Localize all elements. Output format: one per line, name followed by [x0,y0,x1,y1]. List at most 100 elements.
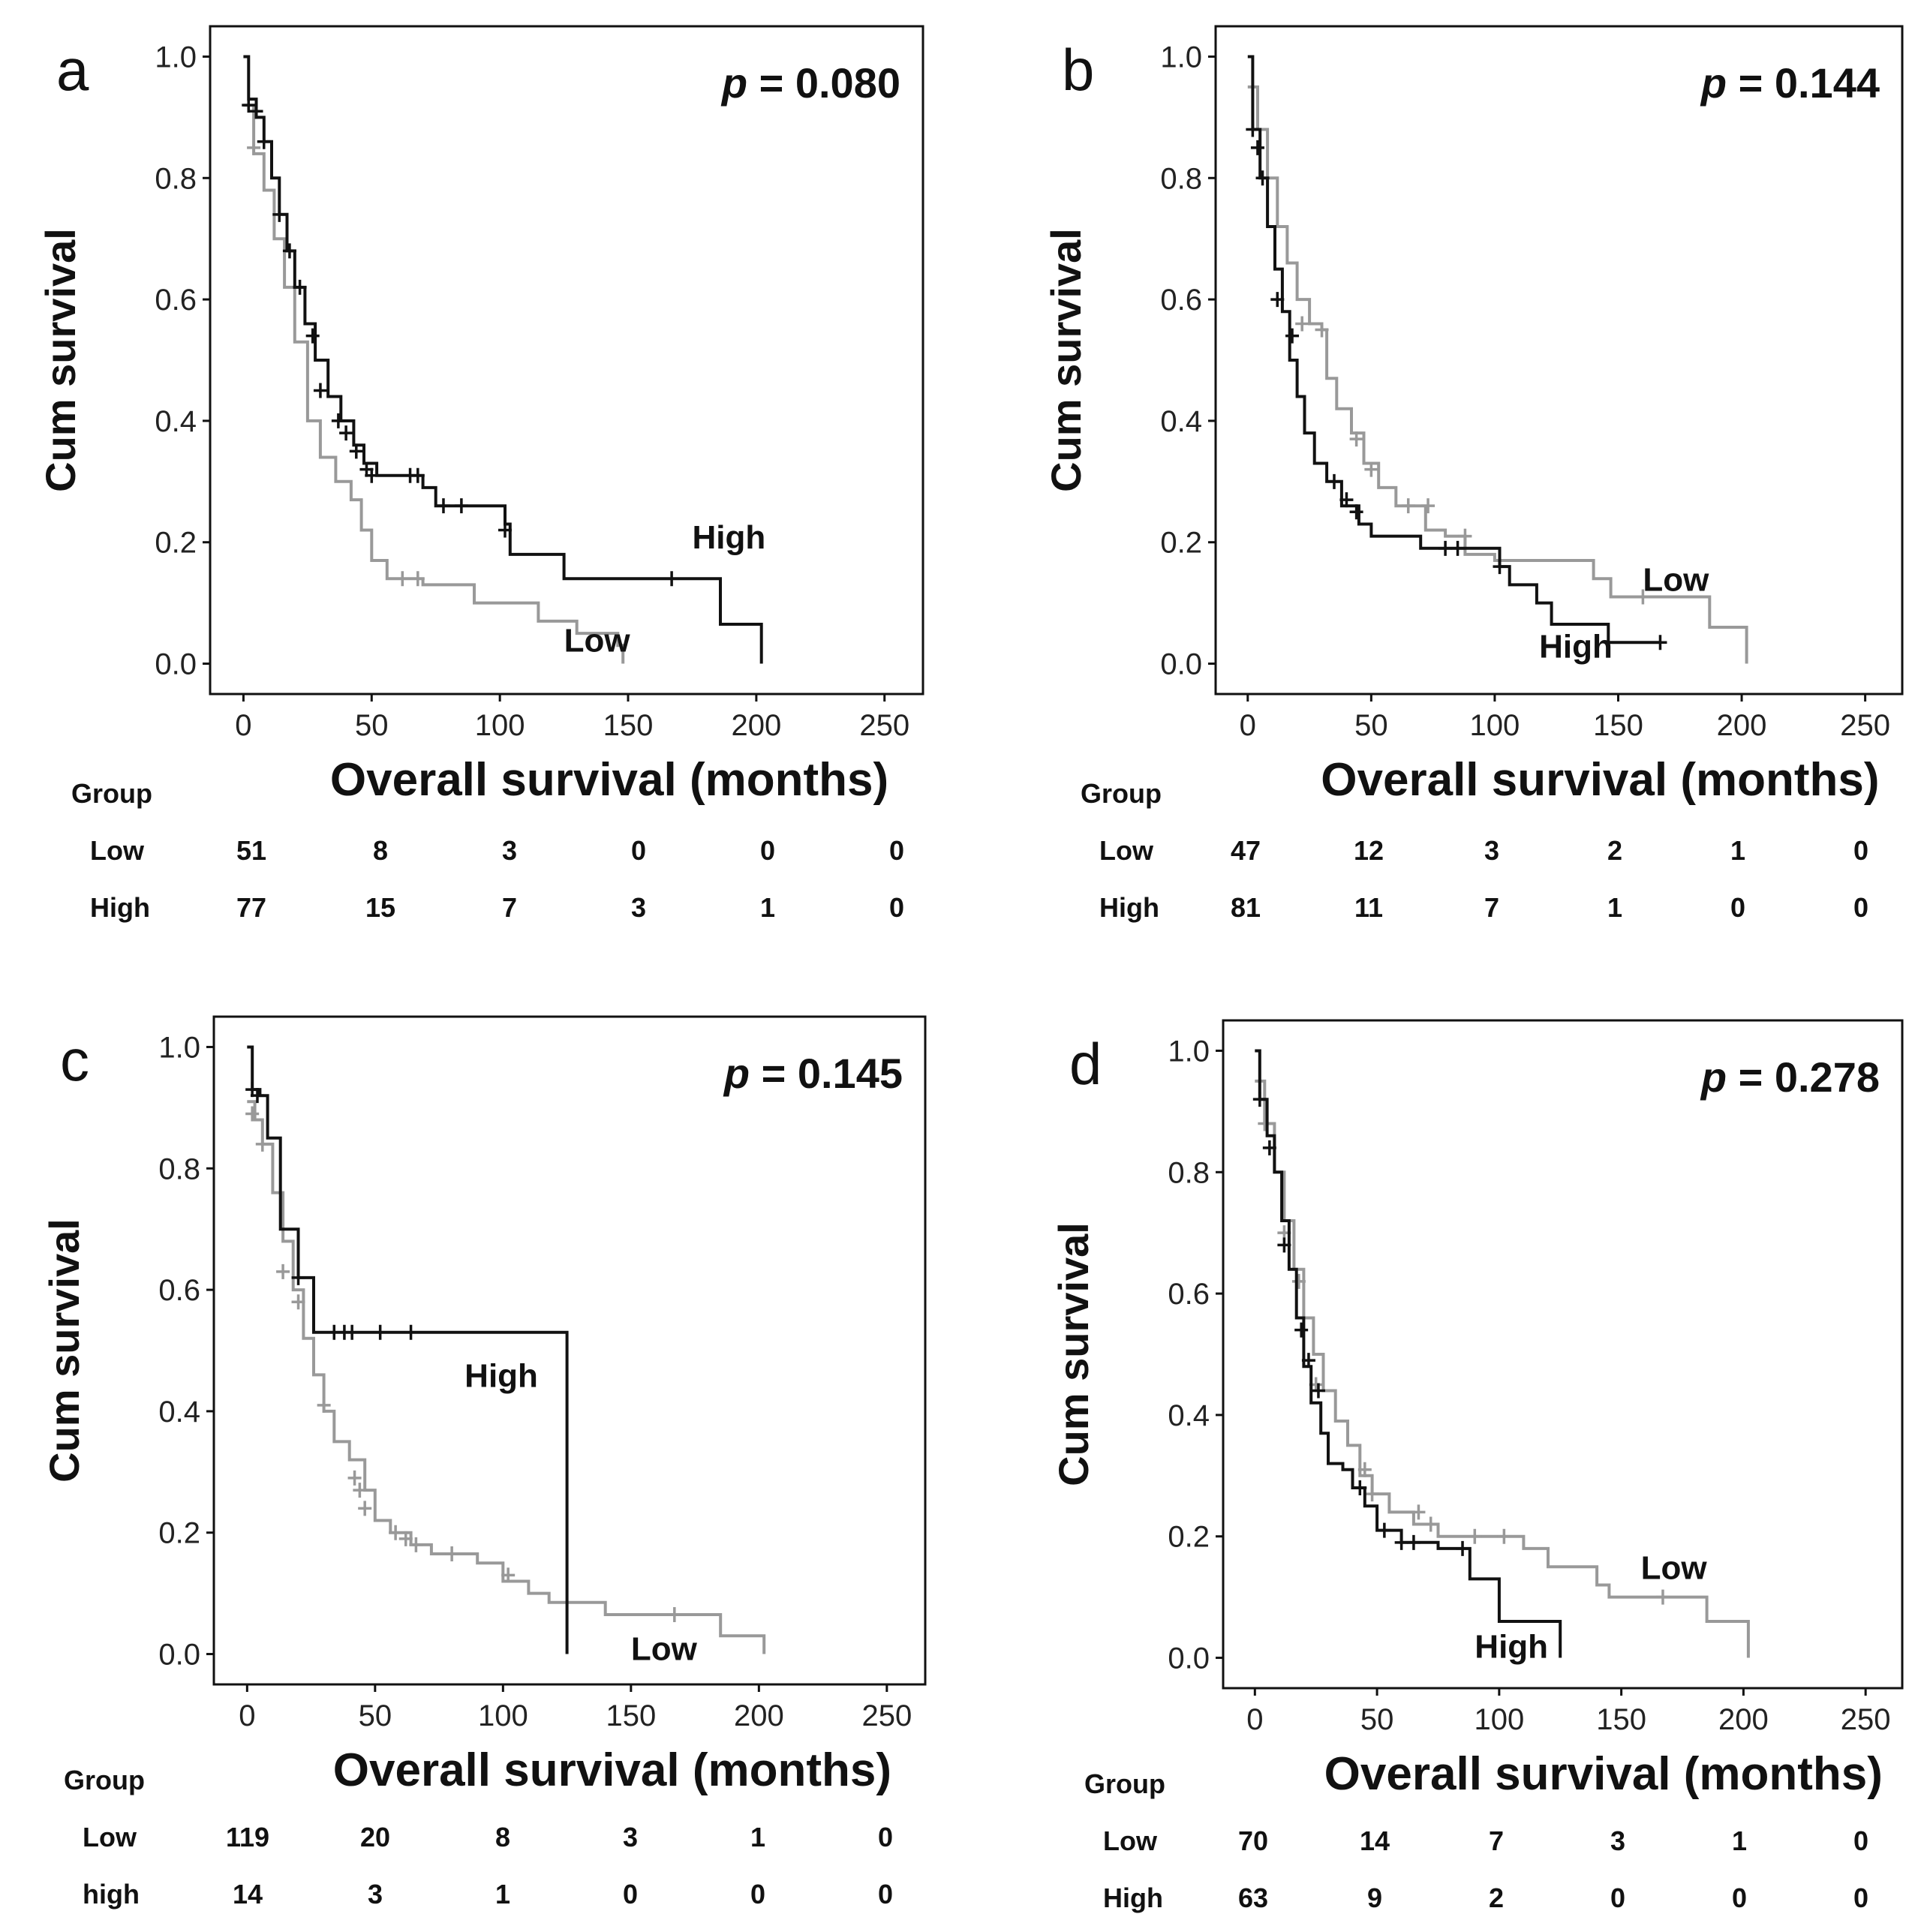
censor-mark-low [1421,498,1435,514]
km-curve-low [1247,85,1748,664]
censor-mark-high [1377,1522,1391,1538]
risk-count: 0 [631,835,646,866]
plot-frame [209,25,924,696]
risk-count: 1 [1607,892,1622,923]
x-tick-label: 100 [1470,709,1520,742]
censor-mark-high [1246,122,1260,137]
panel-a: a0.00.20.40.60.81.00 50 100 150 200 250Overal… [37,25,924,923]
y-tick-label: 0.2 [1168,1521,1210,1554]
censor-mark-high [1394,1534,1408,1550]
censor-mark-high [345,1324,359,1340]
risk-count: 2 [1489,1882,1504,1913]
y-tick-label: 0.4 [1168,1399,1210,1432]
censor-mark-low [409,1537,423,1552]
risk-count: 0 [750,1879,765,1909]
risk-count: 1 [760,892,775,923]
censor-mark-high [1252,1092,1267,1107]
risk-row-label: High [1099,892,1159,923]
x-tick-label: 200 [732,709,782,742]
risk-count: 0 [760,835,775,866]
y-tick-label: 0.8 [158,1152,200,1185]
p-value: p = 0.144 [1700,59,1880,107]
risk-count: 7 [1489,1825,1504,1856]
y-axis-title: Cum survival [37,228,84,492]
y-tick-label: 0.4 [155,405,197,438]
y-tick-label: 0.4 [1160,405,1202,438]
risk-count: 3 [1484,835,1499,866]
censor-mark-high [436,498,450,514]
curve-label-high: High [1539,628,1613,665]
censor-mark-low [410,571,425,587]
censor-mark-low [291,1294,305,1310]
y-tick-label: 0.0 [1168,1642,1210,1675]
censor-mark-low [389,1525,403,1540]
x-tick-label: 100 [478,1699,528,1732]
y-tick-label: 0.6 [1168,1278,1210,1311]
risk-table-header: Group [1084,1768,1165,1799]
censor-mark-low [317,1397,331,1413]
censor-mark-high [1327,473,1341,489]
risk-row-label: high [83,1879,140,1909]
curve-label-low: Low [1643,561,1709,598]
p-value-symbol: p [723,1050,750,1097]
y-tick-label: 0.8 [1160,162,1202,195]
censor-mark-low [501,1567,516,1583]
risk-count: 2 [1607,835,1622,866]
censor-mark-low [1401,498,1415,514]
p-value-symbol: p [1700,59,1727,107]
curve-label-high: High [692,519,765,556]
plot-frame [1222,1019,1904,1690]
censor-mark-low [358,1501,372,1516]
x-tick-label: 250 [861,1699,912,1732]
km-curve-high [1255,1049,1562,1658]
censor-mark-high [339,425,353,441]
x-tick-label: 100 [475,709,525,742]
x-axis-title: Overall survival (months) [1321,754,1879,806]
censor-mark-low [1636,589,1650,605]
risk-count: 51 [236,835,266,866]
plot-frame [1214,25,1904,696]
p-value-number: = 0.145 [750,1050,903,1097]
censor-mark-high [454,498,468,514]
y-tick-label: 1.0 [155,41,197,74]
censor-mark-low [255,1136,269,1152]
risk-count: 0 [889,835,904,866]
risk-count: 3 [623,1822,638,1852]
risk-count: 15 [365,892,395,923]
x-tick-label: 50 [1360,1703,1394,1736]
y-tick-label: 1.0 [1168,1035,1210,1068]
risk-count: 0 [1853,892,1868,923]
risk-count: 119 [226,1822,269,1852]
y-axis-title: Cum survival [41,1218,88,1483]
km-curve-low [243,104,625,664]
censor-mark-low [1291,1273,1306,1289]
p-value: p = 0.278 [1700,1053,1880,1101]
censor-mark-high [410,467,425,483]
censor-mark-low [1357,1462,1372,1477]
y-tick-label: 0.6 [155,284,197,317]
x-tick-label: 150 [603,709,654,742]
censor-mark-high [1301,1353,1315,1369]
km-curve-low [1255,1079,1750,1658]
risk-count: 14 [1360,1825,1390,1856]
censor-mark-low [247,140,261,155]
km-curve-high [247,1045,569,1654]
censor-mark-low [1423,1516,1438,1532]
risk-table-header: Group [1081,778,1162,809]
risk-count: 1 [1732,1825,1747,1856]
censor-mark-low [395,571,410,587]
risk-count: 8 [373,835,388,866]
risk-count: 0 [1732,1882,1747,1913]
censor-mark-high [1277,1237,1291,1253]
risk-count: 0 [878,1822,893,1852]
risk-row-label: Low [90,835,145,866]
risk-count: 1 [495,1879,510,1909]
censor-mark-high [1311,1383,1325,1399]
x-tick-label: 0 [1246,1703,1263,1736]
p-value-symbol: p [1700,1053,1727,1101]
censor-mark-low [276,1263,290,1279]
censor-mark-high [257,134,271,149]
x-tick-label: 0 [239,1699,255,1732]
risk-count: 0 [1730,892,1745,923]
